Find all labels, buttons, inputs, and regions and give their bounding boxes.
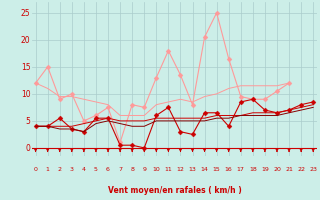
X-axis label: Vent moyen/en rafales ( km/h ): Vent moyen/en rafales ( km/h ) bbox=[108, 186, 241, 195]
